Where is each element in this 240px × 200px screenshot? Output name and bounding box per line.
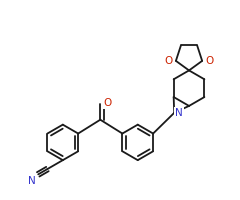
Text: O: O [205,56,213,66]
Text: N: N [175,108,183,118]
Text: O: O [165,56,173,66]
Text: N: N [28,176,35,186]
Text: O: O [103,98,112,108]
